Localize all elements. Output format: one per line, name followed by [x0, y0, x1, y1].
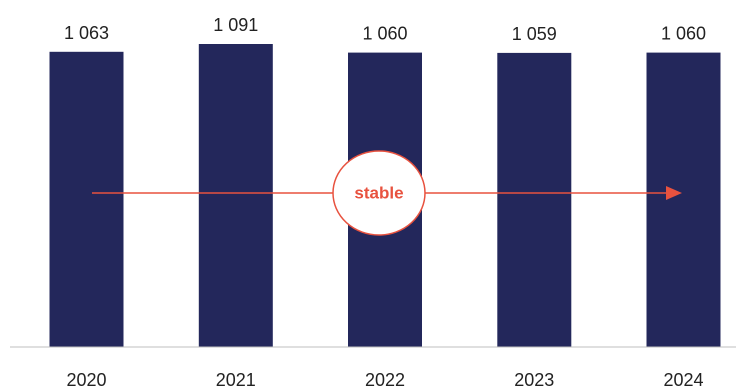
- x-tick-labels-group: 2020 2021 2022 2023 2024: [66, 370, 703, 390]
- value-label-2022: 1 060: [362, 24, 407, 44]
- bar-2024: [646, 52, 721, 347]
- bar-2020: [49, 51, 124, 348]
- x-tick-label-2022: 2022: [365, 370, 405, 390]
- x-tick-label-2023: 2023: [514, 370, 554, 390]
- x-tick-label-2024: 2024: [663, 370, 703, 390]
- trend-label: stable: [354, 183, 403, 202]
- value-label-2023: 1 059: [512, 24, 557, 44]
- bar-2023: [497, 52, 572, 348]
- value-label-2021: 1 091: [213, 15, 258, 35]
- x-tick-label-2021: 2021: [216, 370, 256, 390]
- trend-label-bubble: [332, 150, 426, 236]
- value-labels-group: 1 063 1 091 1 060 1 059 1 060: [64, 15, 706, 44]
- value-label-2020: 1 063: [64, 23, 109, 43]
- trend-arrowhead: [666, 186, 682, 200]
- bars-group: [49, 44, 721, 348]
- x-tick-label-2020: 2020: [66, 370, 106, 390]
- trend-annotation: stable: [92, 150, 682, 236]
- value-label-2024: 1 060: [661, 24, 706, 44]
- bar-2021: [198, 44, 273, 347]
